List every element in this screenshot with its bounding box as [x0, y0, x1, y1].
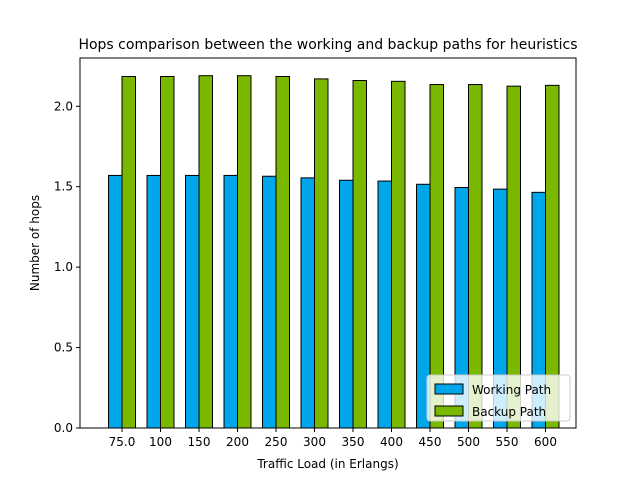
- working-path-bar-250: [262, 175, 277, 429]
- working-path-bar-300: [300, 177, 315, 429]
- x-tick-label: 100: [149, 435, 172, 449]
- legend-swatch: [434, 405, 464, 417]
- backup-path-bar-250: [275, 76, 290, 429]
- backup-path-bar-400: [391, 80, 406, 429]
- y-axis-label: Number of hops: [28, 195, 42, 291]
- plot-area: 75.0 100 150 200 250 300 350 400 450 500 550 600 0.0…: [54, 57, 577, 449]
- y-tick-label: 0.0: [54, 421, 73, 435]
- x-tick-label: 600: [534, 435, 557, 449]
- backup-path-bar-100: [160, 76, 175, 429]
- y-tick-label: 1.5: [54, 180, 73, 194]
- x-tick-label: 200: [226, 435, 249, 449]
- y-tick-label: 1.0: [54, 260, 73, 274]
- working-path-bar-100: [146, 174, 161, 429]
- x-tick-label: 450: [419, 435, 442, 449]
- x-tick-label: 150: [188, 435, 211, 449]
- working-path-bar-200: [223, 174, 238, 429]
- working-path-bar-75.0: [108, 174, 123, 429]
- x-tick-label: 350: [342, 435, 365, 449]
- legend-label: Backup Path: [472, 405, 546, 419]
- backup-path-bar-200: [237, 75, 252, 429]
- x-tick-label: 250: [265, 435, 288, 449]
- working-path-bar-400: [377, 180, 392, 429]
- y-tick-label: 2.0: [54, 99, 73, 113]
- legend-swatch: [434, 383, 464, 395]
- x-tick-label: 550: [496, 435, 519, 449]
- plot-frame: [79, 57, 577, 429]
- y-tick-label: 0.5: [54, 341, 73, 355]
- working-path-bar-150: [185, 174, 200, 429]
- working-path-bar-350: [339, 179, 354, 429]
- backup-path-bar-300: [314, 78, 329, 429]
- x-tick-label: 75.0: [109, 435, 136, 449]
- backup-path-bar-150: [198, 75, 213, 429]
- legend-label: Working Path: [472, 383, 551, 397]
- x-tick-label: 300: [303, 435, 326, 449]
- x-tick-label: 400: [380, 435, 403, 449]
- chart-title: Hops comparison between the working and …: [78, 37, 577, 53]
- x-axis-label: Traffic Load (in Erlangs): [256, 457, 398, 471]
- legend: Working Path Backup Path: [426, 374, 571, 422]
- x-tick-label: 500: [457, 435, 480, 449]
- backup-path-bar-75.0: [121, 76, 136, 429]
- backup-path-bar-350: [352, 80, 367, 429]
